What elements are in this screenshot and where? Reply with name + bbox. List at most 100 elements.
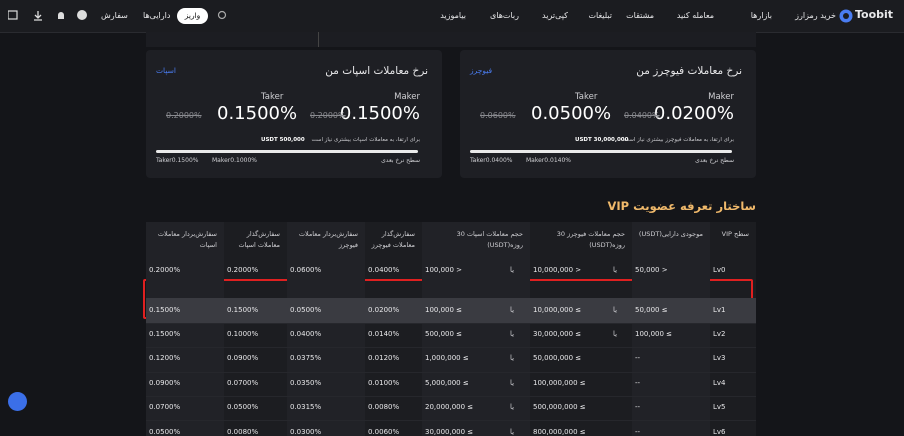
rate-card xyxy=(146,50,442,178)
assets-link[interactable]: دارایی‌ها xyxy=(143,11,171,20)
menu-item[interactable]: بازارها xyxy=(750,11,772,20)
maker-old-rate: 0.2000% xyxy=(310,111,346,120)
menu-item[interactable]: خرید رمزارز xyxy=(795,11,836,20)
table-cell: 0.0500% xyxy=(227,403,259,412)
taker-rate: 0.0500% xyxy=(531,103,612,124)
table-cell: 0.0140% xyxy=(368,330,400,338)
table-cell: 0.0600% xyxy=(290,266,322,274)
upgrade-note: برای ارتقا، به معاملات اسپات بیشتری نیاز… xyxy=(311,137,420,143)
card-link[interactable]: فیوچرز xyxy=(470,66,493,75)
row-highlight xyxy=(146,298,756,323)
table-cell: Lv1 xyxy=(713,305,726,314)
table-cell: Lv4 xyxy=(713,378,726,387)
or-label: یا xyxy=(510,354,515,363)
maker-rate: 0.1500% xyxy=(339,103,420,124)
taker-label: Taker xyxy=(575,92,598,102)
table-cell: 0.1500% xyxy=(149,330,181,338)
deposit-button[interactable]: واریز xyxy=(177,8,208,24)
table-cell: 0.0900% xyxy=(227,354,259,363)
table-cell: 0.0375% xyxy=(290,354,322,363)
maker-old-rate: 0.0400% xyxy=(624,111,660,120)
upgrade-amount: USDT 30,000,000 xyxy=(575,137,629,143)
logo[interactable]: Toobit xyxy=(855,8,894,21)
table-cell: Lv3 xyxy=(713,354,726,363)
next-taker: Taker0.1500% xyxy=(156,157,199,164)
or-label: یا xyxy=(510,330,515,338)
row-divider xyxy=(146,347,756,349)
table-cell: 0.1500% xyxy=(227,305,259,314)
card-title: نرخ معاملات فیوچرز من xyxy=(636,65,742,77)
maker-label: Maker xyxy=(708,92,734,102)
vip-title: ساختار تعرفه عضویت VIP xyxy=(607,199,756,213)
menu-item[interactable]: معامله کنید xyxy=(676,11,714,20)
table-cell: 30,000,000 ≤ xyxy=(533,330,582,338)
orders-link[interactable]: سفارش xyxy=(101,11,128,20)
table-cell: 0.1500% xyxy=(149,305,181,314)
menu-item[interactable]: کپی‌ترید xyxy=(542,11,568,20)
or-label: یا xyxy=(510,305,515,314)
support-button[interactable] xyxy=(8,392,27,411)
or-label: یا xyxy=(613,305,618,314)
or-label: یا xyxy=(510,266,515,274)
table-cell: 800,000,000 ≤ xyxy=(533,427,586,436)
or-label: یا xyxy=(510,403,515,412)
table-cell: 0.0500% xyxy=(149,427,181,436)
menu-item[interactable]: تبلیغات xyxy=(588,11,612,20)
card-link[interactable]: اسپات xyxy=(156,66,176,75)
table-cell: 0.0700% xyxy=(149,403,181,412)
or-label: یا xyxy=(613,266,618,274)
logo-icon xyxy=(839,9,853,23)
taker-rate: 0.1500% xyxy=(217,103,298,124)
table-cell: 100,000 > xyxy=(425,266,463,274)
next-maker: Maker0.0140% xyxy=(526,157,571,164)
table-cell: 100,000 ≤ xyxy=(425,305,463,314)
or-label: یا xyxy=(510,378,515,387)
progress-bar xyxy=(156,150,418,153)
taker-old-rate: 0.2000% xyxy=(166,111,202,120)
table-cell: -- xyxy=(635,378,641,387)
column-shade xyxy=(287,222,365,436)
table-cell: 20,000,000 ≤ xyxy=(425,403,474,412)
table-cell: 0.0080% xyxy=(368,403,400,412)
next-maker: Maker0.1000% xyxy=(212,157,257,164)
upgrade-note: برای ارتقا، به معاملات فیوچرز بیشتری نیا… xyxy=(623,137,734,143)
row-divider xyxy=(146,420,756,422)
table-cell: 0.0300% xyxy=(290,427,322,436)
menu-item[interactable]: ربات‌های xyxy=(490,11,519,20)
table-cell: Lv2 xyxy=(713,330,726,338)
rate-card xyxy=(460,50,756,178)
table-cell: 0.0400% xyxy=(368,266,400,274)
taker-old-rate: 0.0600% xyxy=(480,111,516,120)
column-header: سطح VIP xyxy=(721,230,749,238)
card-title: نرخ معاملات اسپات من xyxy=(325,65,428,77)
table-cell: -- xyxy=(635,403,641,412)
row-divider xyxy=(146,396,756,397)
table-cell: 5,000,000 ≤ xyxy=(425,378,469,387)
table-cell: 100,000 ≤ xyxy=(635,330,673,338)
table-cell: 0.0900% xyxy=(149,378,181,387)
table-cell: 1,000,000 ≤ xyxy=(425,354,469,363)
next-taker: Taker0.0400% xyxy=(470,157,513,164)
table-cell: 0.2000% xyxy=(149,266,181,274)
table-cell: 0.0060% xyxy=(368,427,400,436)
column-shade xyxy=(632,222,710,436)
menu-item[interactable]: مشتقات xyxy=(626,11,654,20)
row-divider xyxy=(146,322,756,324)
table-cell: 0.2000% xyxy=(227,266,259,274)
column-shade xyxy=(146,222,224,436)
menu-item[interactable]: بیاموزید xyxy=(440,11,466,20)
table-cell: 0.0400% xyxy=(290,330,322,338)
column-header: سفارش‌بردار معاملات اسپات xyxy=(157,230,217,249)
table-cell: Lv0 xyxy=(713,266,726,274)
nav-icons xyxy=(8,10,227,21)
table-cell: 0.0120% xyxy=(368,354,400,363)
column-header: سفارش‌گذار معاملات فیوچرز xyxy=(371,230,415,249)
next-level-label: سطح نرخ بعدی xyxy=(695,157,734,164)
table-cell: -- xyxy=(635,354,641,363)
column-header: حجم معاملات فیوچرز 30 روزه(USDT) xyxy=(556,230,625,249)
row-divider xyxy=(146,371,756,373)
table-cell: 0.0080% xyxy=(227,427,259,436)
banner-divider xyxy=(318,32,319,47)
table-cell: 0.0350% xyxy=(290,378,322,387)
next-level-label: سطح نرخ بعدی xyxy=(381,157,420,164)
